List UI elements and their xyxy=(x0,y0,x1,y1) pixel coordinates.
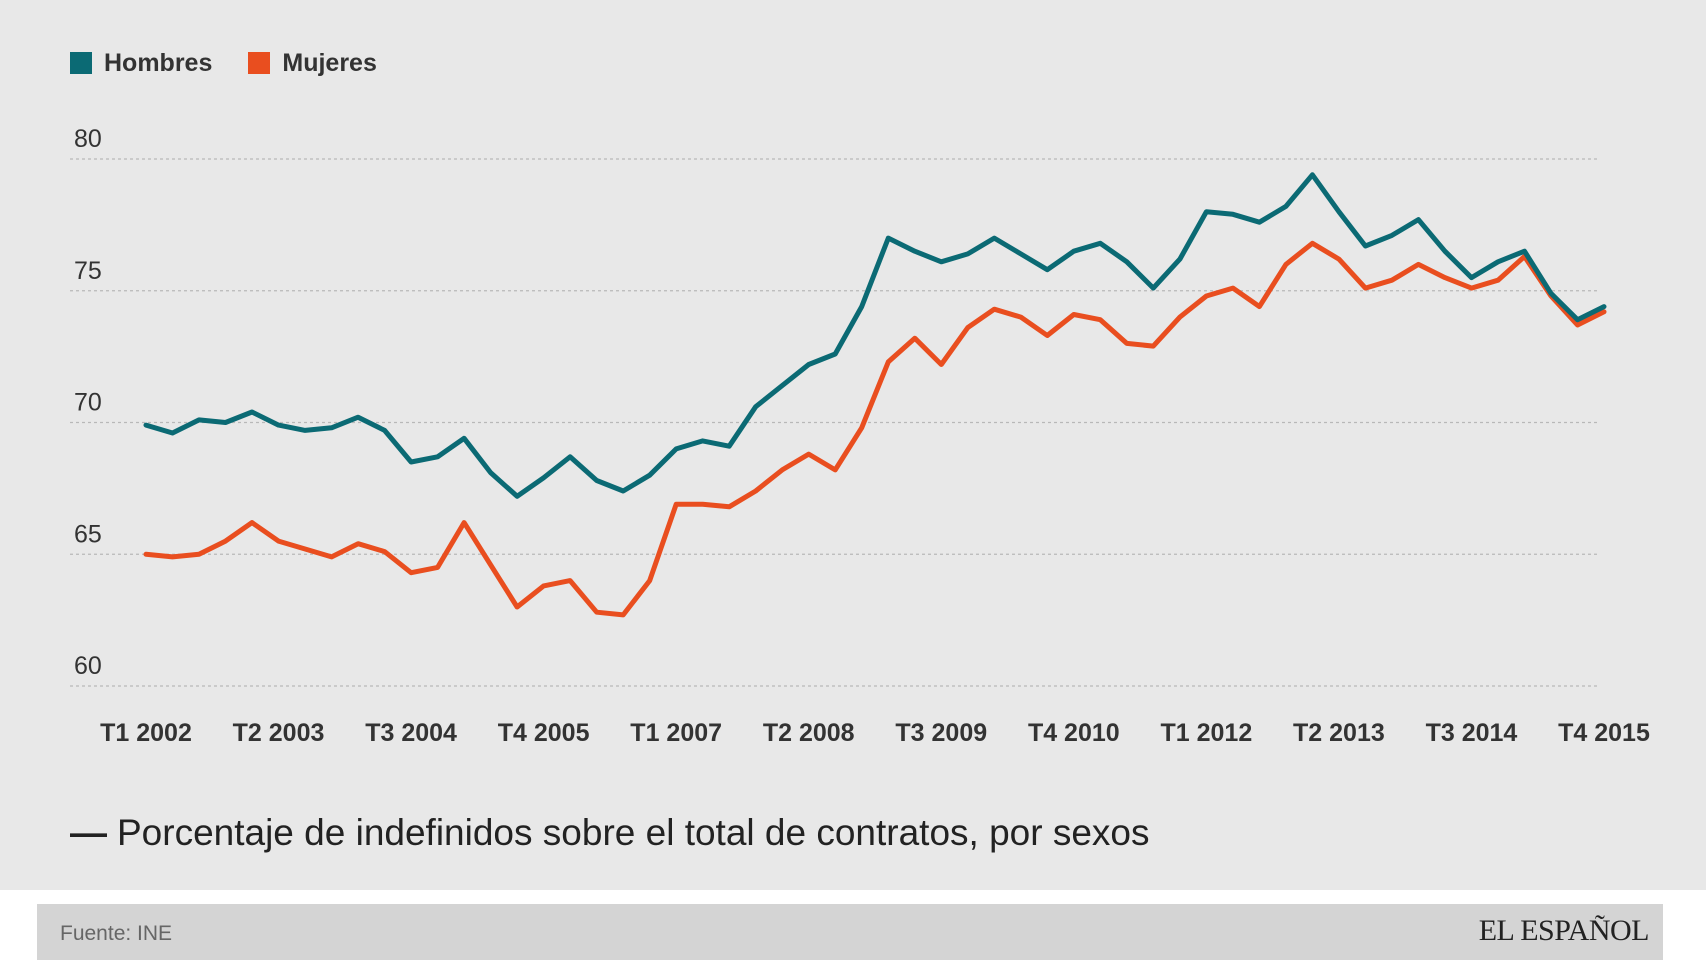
x-tick-label: T2 2008 xyxy=(763,719,855,747)
y-tick-label: 75 xyxy=(74,257,102,285)
x-tick-label: T1 2007 xyxy=(630,719,722,747)
x-tick-label: T3 2009 xyxy=(895,719,987,747)
x-tick-label: T1 2002 xyxy=(100,719,192,747)
legend-label-mujeres: Mujeres xyxy=(282,48,377,77)
x-tick-label: T2 2013 xyxy=(1293,719,1385,747)
series-line-hombres xyxy=(143,172,1607,499)
series-line-mujeres xyxy=(143,240,1607,618)
legend-label-hombres: Hombres xyxy=(104,48,213,77)
y-tick-label: 70 xyxy=(74,389,102,417)
brand-logo: EL ESPAÑOL xyxy=(1478,914,1650,947)
caption-text: Porcentaje de indefinidos sobre el total… xyxy=(117,812,1150,853)
y-tick-label: 65 xyxy=(74,520,102,548)
chart-caption: — Porcentaje de indefinidos sobre el tota… xyxy=(70,812,1150,854)
legend-item-mujeres: Mujeres xyxy=(248,48,377,78)
x-tick-label: T1 2012 xyxy=(1160,719,1252,747)
chart-panel: Hombres Mujeres 60 65 70 75 80 T1 2002 T2 2003… xyxy=(0,0,1706,890)
legend-swatch-hombres xyxy=(70,52,92,74)
x-tick-label: T4 2015 xyxy=(1558,719,1650,747)
x-tick-label: T3 2004 xyxy=(365,719,457,747)
x-tick-label: T4 2005 xyxy=(498,719,590,747)
legend: Hombres Mujeres xyxy=(70,46,377,80)
source-text: Fuente: INE xyxy=(60,922,173,945)
x-tick-label: T4 2010 xyxy=(1028,719,1120,747)
caption-dash: — xyxy=(70,812,107,853)
footer-bar: Fuente: INE EL ESPAÑOL xyxy=(37,904,1663,960)
x-tick-label: T3 2014 xyxy=(1426,719,1518,747)
legend-swatch-mujeres xyxy=(248,52,271,74)
y-tick-label: 60 xyxy=(74,652,102,680)
y-tick-label: 80 xyxy=(74,125,102,153)
legend-item-hombres: Hombres xyxy=(70,49,212,78)
line-chart: 60 65 70 75 80 T1 2002 T2 2003 T3 2004 T4 2005 T1… xyxy=(70,125,1650,747)
x-tick-label: T2 2003 xyxy=(233,719,325,747)
